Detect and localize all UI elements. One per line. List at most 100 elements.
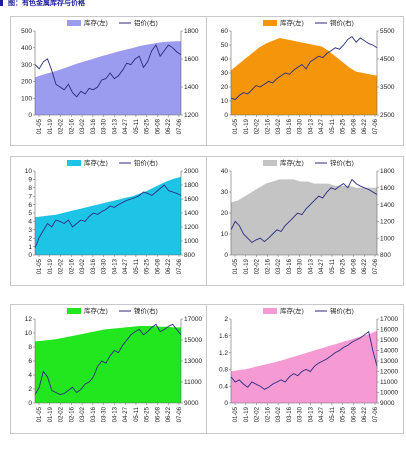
inventory-area [231, 38, 377, 115]
x-tick-label: 06-08 [155, 258, 161, 274]
price-line [230, 35, 378, 101]
x-tick-label: 02-02 [59, 118, 65, 134]
x-tick-label: 03-16 [287, 118, 293, 134]
x-tick-label: 04-27 [319, 258, 325, 274]
left-tick-label: 0 [28, 400, 32, 407]
chart-panel-zinc: 0 10 20 30 40 800 1000 1200 1400 1600 1800 01-05 01-… [206, 156, 404, 286]
right-tick-label: 9000 [380, 400, 395, 407]
x-tick-label: 05-25 [145, 258, 151, 274]
right-tick-label: 1000 [184, 238, 199, 245]
right-tick-label: 17000 [380, 316, 398, 323]
right-tick-label: 13000 [380, 358, 398, 365]
right-tick-label: 15000 [184, 337, 202, 344]
x-tick-label: 02-02 [59, 258, 65, 274]
x-tick-label: 01-19 [244, 118, 250, 134]
x-tick-label: 06-08 [155, 118, 161, 134]
inventory-area [35, 176, 181, 255]
left-tick-label: 0 [224, 400, 228, 407]
x-tick-label: 07-06 [177, 118, 183, 134]
x-tick-label: 07-06 [373, 118, 379, 134]
right-tick-label: 1200 [380, 219, 395, 226]
chart-svg: 01 234 56 789 10 800 1000 1200 1400 1600 1800 2000 0… [25, 158, 199, 274]
left-tick-label: 4 [28, 219, 32, 226]
x-tick-label: 02-02 [255, 258, 261, 274]
x-tick-label: 07-06 [177, 406, 183, 422]
chart-svg: 0 2 4 6 8 10 12 9000 11000 13000 15000 17000 01-05 01… [25, 306, 203, 422]
legend-label-price: 锡价(右) [330, 306, 354, 315]
x-tick-label: 02-16 [265, 406, 271, 422]
left-tick-label: 3 [28, 227, 32, 234]
x-tick-label: 06-08 [351, 118, 357, 134]
left-tick-label: 30 [221, 189, 229, 196]
x-tick-label: 03-02 [80, 406, 86, 422]
x-tick-label: 03-30 [298, 258, 304, 274]
right-tick-label: 12000 [380, 369, 398, 376]
chart-panel-nickel: 0 2 4 6 8 10 12 9000 11000 13000 15000 17000 01-05 01… [10, 304, 208, 434]
header-bullet [0, 0, 3, 6]
right-tick-label: 1200 [184, 224, 199, 231]
left-tick-label: 2 [28, 235, 32, 242]
price-line [230, 178, 378, 243]
x-tick-label: 06-08 [351, 258, 357, 274]
left-tick-label: 7 [28, 193, 32, 200]
x-tick-label: 01-19 [48, 258, 54, 274]
x-tick-label: 01-05 [233, 258, 239, 274]
x-tick-label: 03-30 [298, 118, 304, 134]
chart-panel-copper: 0 10 20 30 40 50 60 2500 3500 4500 5500 01-05 01-19 0… [206, 16, 404, 146]
x-tick-label: 04-27 [123, 118, 129, 134]
x-tick-label: 05-25 [145, 118, 151, 134]
chart-panel-aluminum: 0 100 200 300 400 500 1200 1400 1600 1800 01-05 01-… [10, 16, 208, 146]
left-tick-label: 9 [28, 177, 32, 184]
right-tick-label: 3500 [380, 84, 395, 91]
left-tick-label: 10 [221, 231, 229, 238]
header-title: 图：有色金属库存与价格 [8, 0, 85, 7]
x-tick-label: 03-16 [287, 258, 293, 274]
right-tick-label: 9000 [184, 400, 199, 407]
x-tick-label: 01-19 [244, 258, 250, 274]
inventory-area [231, 330, 377, 403]
x-tick-label: 03-16 [91, 406, 97, 422]
x-tick-label: 03-16 [91, 258, 97, 274]
x-tick-label: 07-06 [177, 258, 183, 274]
x-tick-label: 02-16 [69, 406, 75, 422]
x-tick-label: 06-22 [362, 258, 368, 274]
x-tick-label: 01-05 [37, 118, 43, 134]
legend-label-price: 铝价(右) [134, 18, 158, 27]
x-tick-label: 07-06 [373, 406, 379, 422]
left-tick-label: 0 [28, 252, 32, 259]
legend-label-price: 铅价(右) [134, 158, 158, 167]
left-tick-label: 0 [224, 252, 228, 259]
right-tick-label: 1200 [184, 112, 199, 119]
left-tick-label: 0.4 [219, 383, 228, 390]
legend-swatch-inventory [67, 308, 81, 314]
left-tick-label: 6 [28, 358, 32, 365]
x-tick-label: 05-25 [341, 118, 347, 134]
x-tick-label: 03-02 [276, 258, 282, 274]
x-tick-label: 05-11 [134, 118, 140, 134]
chart-svg: 0 10 20 30 40 50 60 2500 3500 4500 5500 01-05 01-19 0… [221, 18, 395, 134]
chart-svg: 0 0.4 0.8 1.2 1.6 2 9000 10000 11000 12000 13000 14… [219, 306, 399, 422]
price-line [34, 184, 182, 249]
x-tick-label: 04-13 [308, 406, 314, 422]
right-tick-label: 4500 [380, 56, 395, 63]
x-tick-label: 03-30 [102, 258, 108, 274]
left-tick-label: 50 [221, 42, 229, 49]
legend-swatch-inventory [263, 20, 277, 26]
legend-swatch-inventory [67, 20, 81, 26]
legend-swatch-inventory [67, 160, 81, 166]
right-tick-label: 17000 [184, 316, 202, 323]
x-tick-label: 04-13 [112, 258, 118, 274]
right-tick-label: 1600 [184, 196, 199, 203]
x-tick-label: 05-11 [134, 258, 140, 274]
x-tick-label: 06-22 [166, 118, 172, 134]
right-tick-label: 14000 [380, 348, 398, 355]
left-tick-label: 0 [224, 112, 228, 119]
x-tick-label: 01-19 [48, 118, 54, 134]
x-tick-label: 04-27 [319, 406, 325, 422]
chart-panel-lead: 0 1 2 3 4 5 6 7 8 9 10 800 1000 1200 1400 1600 1800 2000 0… [10, 156, 208, 286]
x-tick-label: 06-22 [362, 118, 368, 134]
x-tick-label: 01-05 [233, 406, 239, 422]
x-tick-label: 02-02 [59, 406, 65, 422]
right-tick-label: 11000 [184, 379, 202, 386]
left-tick-label: 0 [28, 112, 32, 119]
